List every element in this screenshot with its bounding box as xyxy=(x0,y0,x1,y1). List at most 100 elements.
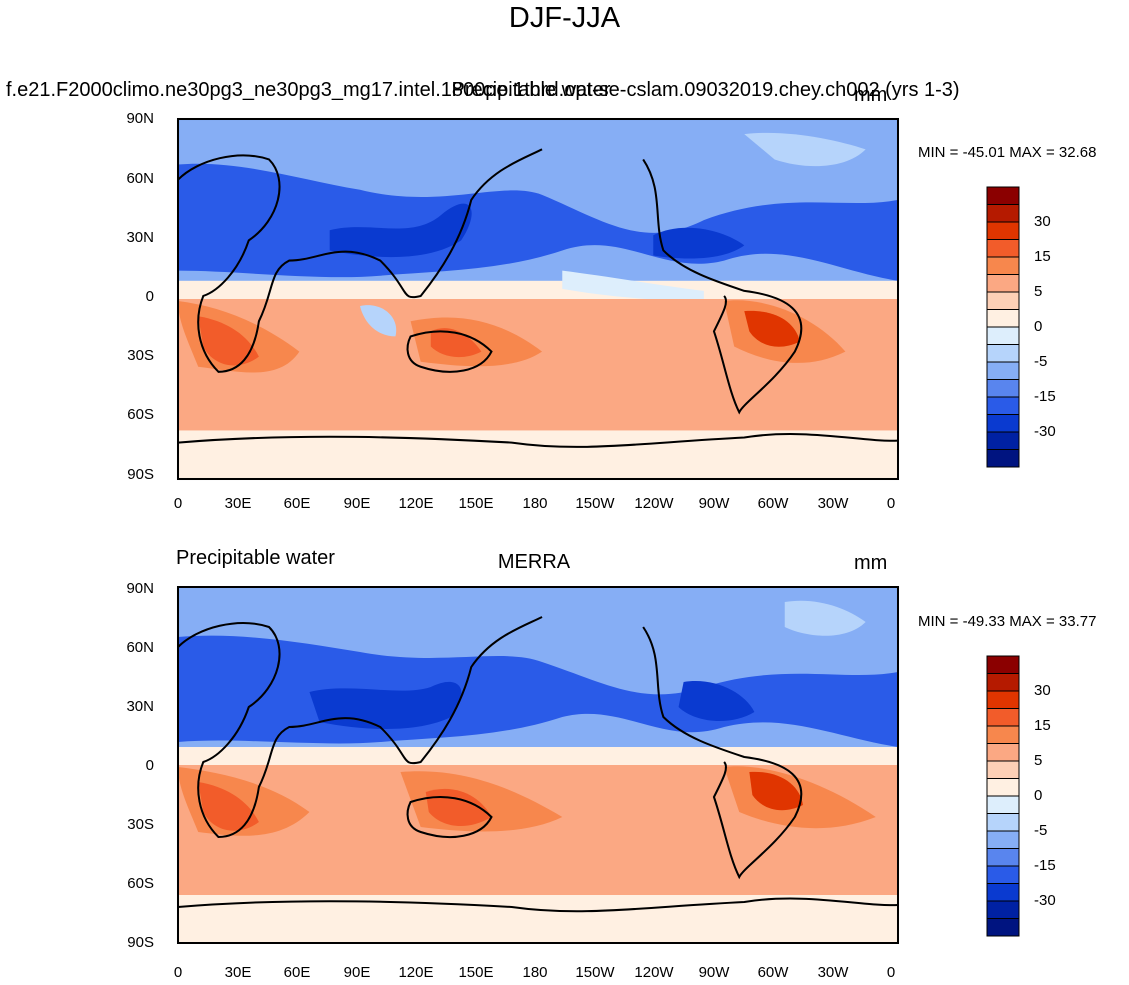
map-plot xyxy=(176,586,900,944)
south-africa-core xyxy=(198,316,259,366)
colorbar-swatch xyxy=(986,449,1020,468)
lat-label: 0 xyxy=(145,288,154,305)
lon-label: 30E xyxy=(224,495,252,512)
lat-label: 30N xyxy=(126,698,154,715)
colorbar-label: -5 xyxy=(1034,353,1048,370)
south-africa-core xyxy=(198,782,259,831)
antarctic-field xyxy=(178,895,898,943)
coastlines xyxy=(177,148,899,448)
lon-label: 120E xyxy=(398,495,434,512)
nh-deep-negative xyxy=(329,203,472,258)
colorbar-swatch xyxy=(986,865,1020,884)
lon-label: 60W xyxy=(757,964,789,981)
lon-label: 180 xyxy=(522,495,548,512)
lon-label: 90E xyxy=(343,964,371,981)
lon-label: 0 xyxy=(173,964,183,981)
lon-label: 90W xyxy=(698,964,730,981)
colorbar-swatch xyxy=(986,725,1020,744)
colorbar-swatch xyxy=(986,900,1020,919)
lon-label: 60E xyxy=(283,964,311,981)
colorbar-swatch xyxy=(986,848,1020,867)
lon-label: 30E xyxy=(224,964,252,981)
indian-ocean-negative xyxy=(360,305,397,337)
panel-center-string: Precipitable water xyxy=(451,79,611,101)
colorbar xyxy=(986,655,1020,937)
coastlines xyxy=(177,616,899,913)
colorbar-label: 5 xyxy=(1034,752,1043,769)
lon-label: 60W xyxy=(757,495,789,512)
colorbar-label: -30 xyxy=(1034,892,1056,909)
colorbar-label: 30 xyxy=(1034,213,1051,230)
lon-label: 0 xyxy=(886,964,896,981)
colorbar-swatch xyxy=(986,708,1020,727)
lon-label: 120W xyxy=(634,964,674,981)
colorbar-swatch xyxy=(986,743,1020,762)
lat-label: 90N xyxy=(126,580,154,597)
colorbar-swatch xyxy=(986,778,1020,797)
map-frame xyxy=(176,586,900,944)
min-max-label: MIN = -49.33 MAX = 33.77 xyxy=(918,613,1097,630)
lat-label: 30S xyxy=(127,347,154,364)
antarctic-field xyxy=(178,430,898,479)
map-frame xyxy=(176,117,900,481)
panel-left-string: f.e21.F2000climo.ne30pg3_ne30pg3_mg17.in… xyxy=(6,79,960,101)
equatorial-band xyxy=(178,747,898,767)
colorbar-label: 30 xyxy=(1034,682,1051,699)
lon-label: 120W xyxy=(634,495,674,512)
colorbar-swatch xyxy=(986,655,1020,674)
colorbar-label: -30 xyxy=(1034,423,1056,440)
lat-label: 90N xyxy=(126,110,154,127)
lon-label: 90E xyxy=(343,495,371,512)
lon-label: 150E xyxy=(458,964,494,981)
colorbar-label: 0 xyxy=(1034,787,1043,804)
panel-units: mm xyxy=(854,552,888,574)
colorbar-swatch xyxy=(986,883,1020,902)
lat-label: 90S xyxy=(127,466,154,483)
colorbar-label: -15 xyxy=(1034,857,1056,874)
colorbar-swatch xyxy=(986,830,1020,849)
arctic-light-negative xyxy=(784,600,866,636)
lon-label: 150E xyxy=(458,495,494,512)
colorbar-swatch xyxy=(986,690,1020,709)
nh-deep-negative-americas xyxy=(678,681,755,722)
colorbar-label: -5 xyxy=(1034,822,1048,839)
lon-label: 30W xyxy=(817,964,849,981)
lon-label: 60E xyxy=(283,495,311,512)
colorbar-swatch xyxy=(986,760,1020,779)
nh-deep-negative-americas xyxy=(653,227,745,259)
lon-label: 0 xyxy=(886,495,896,512)
lon-label: 0 xyxy=(173,495,183,512)
min-max-label: MIN = -45.01 MAX = 32.68 xyxy=(918,144,1097,161)
lon-label: 30W xyxy=(817,495,849,512)
panel-center-string: MERRA xyxy=(497,551,571,573)
equatorial-band xyxy=(178,280,898,302)
lat-label: 60N xyxy=(126,170,154,187)
colorbar xyxy=(986,186,1020,468)
lat-label: 30N xyxy=(126,229,154,246)
panel-left-string: Precipitable water xyxy=(176,547,335,569)
figure-title: DJF-JJA xyxy=(508,2,621,34)
south-america-core xyxy=(749,771,803,811)
lon-label: 120E xyxy=(398,964,434,981)
panel-model: f.e21.F2000climo.ne30pg3_ne30pg3_mg17.in… xyxy=(6,79,1097,512)
arctic-light-negative xyxy=(744,132,866,167)
lat-label: 90S xyxy=(127,934,154,951)
colorbar-label: 0 xyxy=(1034,318,1043,335)
colorbar-swatch xyxy=(986,795,1020,814)
lat-label: 30S xyxy=(127,816,154,833)
lon-label: 150W xyxy=(575,495,615,512)
lon-label: 180 xyxy=(522,964,548,981)
colorbar-label: 5 xyxy=(1034,283,1043,300)
australia-core xyxy=(430,328,482,358)
colorbar-label: -15 xyxy=(1034,388,1056,405)
map-plot xyxy=(176,117,900,481)
colorbar-label: 15 xyxy=(1034,717,1051,734)
lon-label: 150W xyxy=(575,964,615,981)
lat-label: 60S xyxy=(127,875,154,892)
panel-units: mm xyxy=(854,84,888,106)
lon-label: 90W xyxy=(698,495,730,512)
colorbar-swatch xyxy=(986,813,1020,832)
south-america-core xyxy=(744,310,800,347)
lat-label: 0 xyxy=(145,757,154,774)
